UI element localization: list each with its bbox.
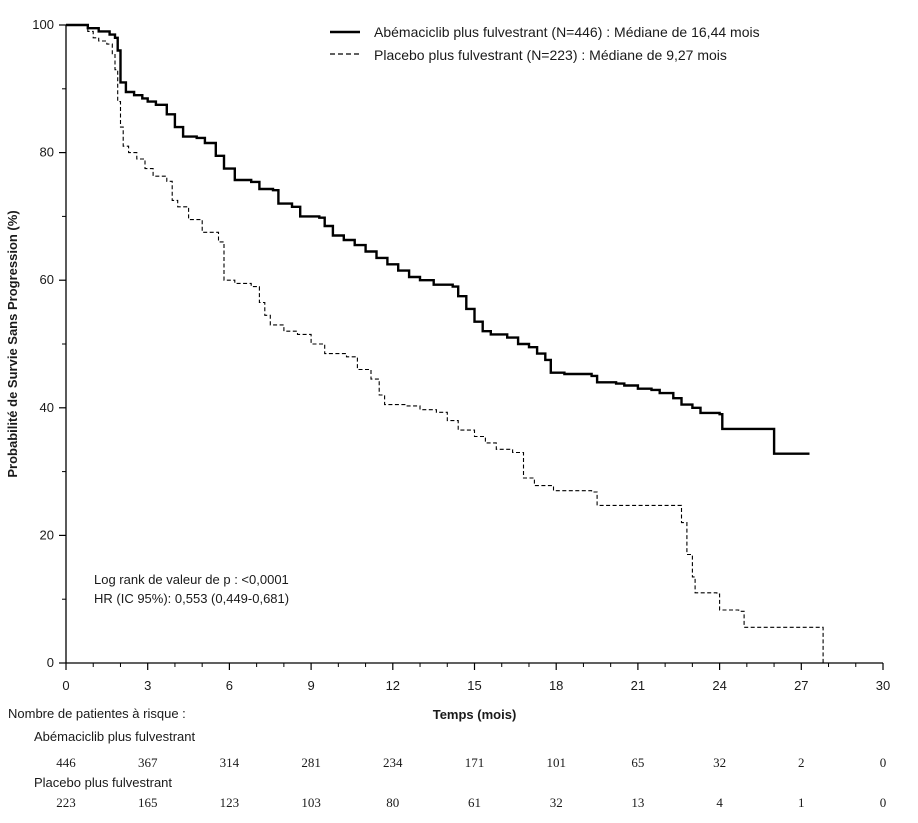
km-curve-placebo: [66, 24, 824, 663]
risk-count-abemaciclib: 281: [301, 755, 321, 770]
risk-count-placebo: 165: [138, 795, 158, 810]
curves: [66, 23, 824, 663]
x-tick-label: 12: [386, 678, 400, 693]
risk-table-title: Nombre de patientes à risque :: [8, 706, 186, 721]
x-tick-label: 9: [307, 678, 314, 693]
risk-count-placebo: 13: [631, 795, 644, 810]
y-tick-label: 20: [40, 527, 54, 542]
x-tick-label: 27: [794, 678, 808, 693]
risk-count-abemaciclib: 367: [138, 755, 158, 770]
risk-count-abemaciclib: 446: [56, 755, 76, 770]
risk-count-abemaciclib: 171: [465, 755, 485, 770]
legend-label-placebo: Placebo plus fulvestrant (N=223) : Média…: [374, 47, 727, 63]
y-tick-label: 40: [40, 400, 54, 415]
risk-count-placebo: 123: [220, 795, 240, 810]
logrank-annotation: Log rank de valeur de p : <0,0001: [94, 572, 289, 587]
x-axis-title: Temps (mois): [433, 707, 517, 722]
x-tick-label: 15: [467, 678, 481, 693]
risk-count-abemaciclib: 314: [220, 755, 240, 770]
risk-count-placebo: 1: [798, 795, 805, 810]
y-tick-label: 60: [40, 272, 54, 287]
risk-count-abemaciclib: 234: [383, 755, 403, 770]
x-tick-label: 3: [144, 678, 151, 693]
risk-count-abemaciclib: 0: [880, 755, 887, 770]
x-tick-label: 6: [226, 678, 233, 693]
risk-count-placebo: 4: [716, 795, 723, 810]
km-curve-abemaciclib: [66, 23, 810, 455]
risk-count-placebo: 80: [386, 795, 399, 810]
risk-count-abemaciclib: 65: [631, 755, 644, 770]
risk-count-placebo: 223: [56, 795, 76, 810]
x-tick-label: 18: [549, 678, 563, 693]
risk-count-placebo: 103: [301, 795, 321, 810]
axes: 0 3 6 9 12 15 18 21 24 27 30 0 20 40 60 80 100 Probabilit…: [5, 17, 890, 722]
hr-annotation: HR (IC 95%): 0,553 (0,449-0,681): [94, 591, 289, 606]
risk-count-abemaciclib: 32: [713, 755, 726, 770]
x-tick-label: 21: [631, 678, 645, 693]
risk-table: Nombre de patientes à risque : Abémacicl…: [8, 706, 886, 810]
legend: Abémaciclib plus fulvestrant (N=446) : M…: [330, 24, 760, 63]
risk-row-label-abemaciclib: Abémaciclib plus fulvestrant: [34, 729, 196, 744]
risk-count-placebo: 0: [880, 795, 887, 810]
risk-count-abemaciclib: 2: [798, 755, 805, 770]
x-tick-label: 0: [62, 678, 69, 693]
y-tick-label: 100: [32, 17, 54, 32]
risk-count-placebo: 32: [550, 795, 563, 810]
annotations: Log rank de valeur de p : <0,0001 HR (IC…: [94, 572, 289, 606]
risk-count-placebo: 61: [468, 795, 481, 810]
y-axis-title: Probabilité de Survie Sans Progression (…: [5, 210, 20, 477]
x-tick-label: 30: [876, 678, 890, 693]
y-tick-label: 80: [40, 145, 54, 160]
risk-count-abemaciclib: 101: [546, 755, 566, 770]
y-tick-label: 0: [47, 655, 54, 670]
legend-label-abemaciclib: Abémaciclib plus fulvestrant (N=446) : M…: [374, 24, 760, 40]
x-tick-label: 24: [712, 678, 726, 693]
risk-row-label-placebo: Placebo plus fulvestrant: [34, 775, 172, 790]
